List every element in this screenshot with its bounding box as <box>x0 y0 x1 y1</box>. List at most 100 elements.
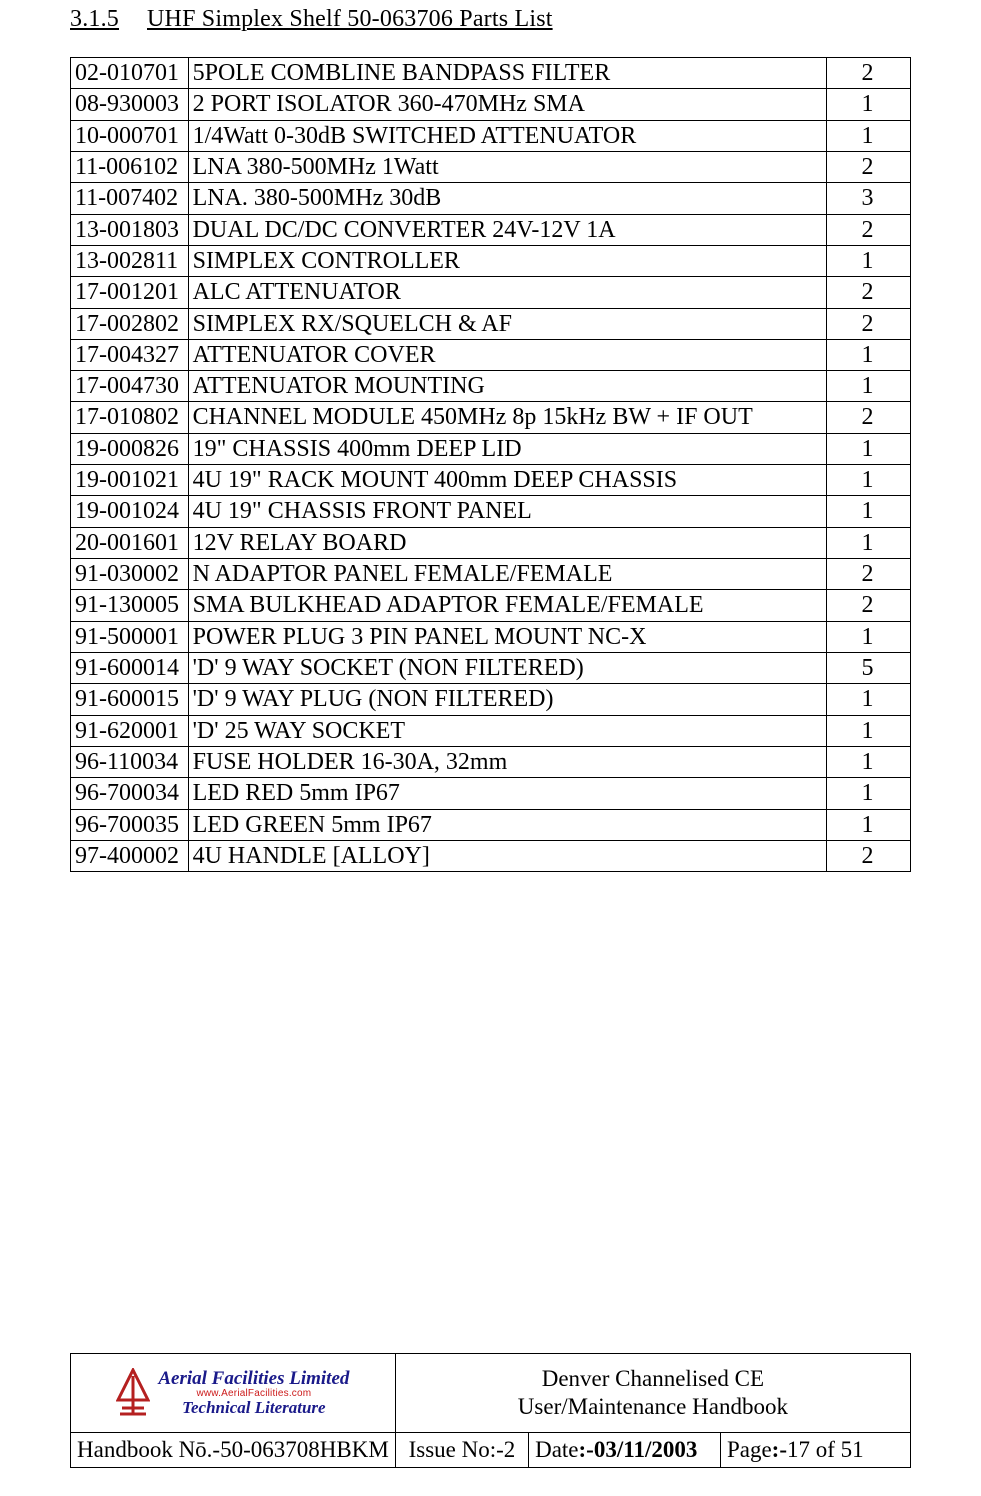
part-description: 4U HANDLE [ALLOY] <box>188 840 826 871</box>
part-description: LNA 380-500MHz 1Watt <box>188 151 826 182</box>
date-label: Date <box>535 1437 578 1462</box>
table-row: 97-4000024U HANDLE [ALLOY]2 <box>71 840 911 871</box>
table-row: 11-007402LNA. 380-500MHz 30dB3 <box>71 183 911 214</box>
part-qty: 1 <box>826 465 910 496</box>
table-row: 17-004327ATTENUATOR COVER1 <box>71 339 911 370</box>
table-row: 13-001803DUAL DC/DC CONVERTER 24V-12V 1A… <box>71 214 911 245</box>
part-number: 96-700035 <box>71 809 189 840</box>
footer-page-cell: Page:-17 of 51 <box>720 1433 910 1468</box>
part-number: 11-007402 <box>71 183 189 214</box>
footer-handbook-cell: Handbook Nō.-50-063708HBKM <box>71 1433 396 1468</box>
part-description: 'D' 9 WAY PLUG (NON FILTERED) <box>188 684 826 715</box>
table-row: 08-9300032 PORT ISOLATOR 360-470MHz SMA1 <box>71 89 911 120</box>
part-qty: 1 <box>826 496 910 527</box>
table-row: 11-006102LNA 380-500MHz 1Watt2 <box>71 151 911 182</box>
logo-company-name: Aerial Facilities Limited <box>158 1369 349 1389</box>
part-number: 02-010701 <box>71 58 189 89</box>
part-description: 'D' 9 WAY SOCKET (NON FILTERED) <box>188 652 826 683</box>
company-logo-icon <box>116 1368 150 1418</box>
table-row: 17-001201ALC ATTENUATOR2 <box>71 277 911 308</box>
part-qty: 2 <box>826 308 910 339</box>
table-row: 13-002811SIMPLEX CONTROLLER1 <box>71 245 911 276</box>
table-row: 19-0010244U 19" CHASSIS FRONT PANEL1 <box>71 496 911 527</box>
part-number: 91-620001 <box>71 715 189 746</box>
part-number: 17-010802 <box>71 402 189 433</box>
table-row: 96-700034LED RED 5mm IP671 <box>71 778 911 809</box>
table-row: 19-00082619" CHASSIS 400mm DEEP LID1 <box>71 433 911 464</box>
part-qty: 5 <box>826 652 910 683</box>
part-qty: 1 <box>826 715 910 746</box>
table-row: 91-130005SMA BULKHEAD ADAPTOR FEMALE/FEM… <box>71 590 911 621</box>
part-number: 17-004327 <box>71 339 189 370</box>
part-description: FUSE HOLDER 16-30A, 32mm <box>188 746 826 777</box>
part-number: 10-000701 <box>71 120 189 151</box>
part-qty: 2 <box>826 590 910 621</box>
part-description: 5POLE COMBLINE BANDPASS FILTER <box>188 58 826 89</box>
table-row: 91-600015'D' 9 WAY PLUG (NON FILTERED)1 <box>71 684 911 715</box>
part-number: 97-400002 <box>71 840 189 871</box>
part-description: 4U 19" CHASSIS FRONT PANEL <box>188 496 826 527</box>
part-description: ATTENUATOR MOUNTING <box>188 371 826 402</box>
section-heading: 3.1.5UHF Simplex Shelf 50-063706 Parts L… <box>70 6 911 33</box>
part-description: LED RED 5mm IP67 <box>188 778 826 809</box>
part-number: 20-001601 <box>71 527 189 558</box>
part-number: 17-001201 <box>71 277 189 308</box>
part-number: 96-700034 <box>71 778 189 809</box>
part-qty: 1 <box>826 778 910 809</box>
part-number: 96-110034 <box>71 746 189 777</box>
part-description: 'D' 25 WAY SOCKET <box>188 715 826 746</box>
handbook-label: Handbook Nō.- <box>77 1437 220 1462</box>
part-number: 19-001021 <box>71 465 189 496</box>
part-qty: 1 <box>826 89 910 120</box>
part-number: 08-930003 <box>71 89 189 120</box>
table-row: 96-700035LED GREEN 5mm IP671 <box>71 809 911 840</box>
part-qty: 1 <box>826 684 910 715</box>
part-qty: 1 <box>826 120 910 151</box>
part-qty: 3 <box>826 183 910 214</box>
part-description: POWER PLUG 3 PIN PANEL MOUNT NC-X <box>188 621 826 652</box>
table-row: 91-600014'D' 9 WAY SOCKET (NON FILTERED)… <box>71 652 911 683</box>
part-description: SIMPLEX CONTROLLER <box>188 245 826 276</box>
part-description: SIMPLEX RX/SQUELCH & AF <box>188 308 826 339</box>
page-footer: Aerial Facilities Limited www.AerialFaci… <box>70 1353 911 1468</box>
part-qty: 1 <box>826 339 910 370</box>
page-label: Page <box>727 1437 772 1462</box>
issue-value: 2 <box>504 1437 516 1462</box>
issue-label: Issue No:- <box>409 1437 504 1462</box>
part-number: 11-006102 <box>71 151 189 182</box>
table-row: 20-00160112V RELAY BOARD1 <box>71 527 911 558</box>
part-qty: 1 <box>826 433 910 464</box>
part-description: 2 PORT ISOLATOR 360-470MHz SMA <box>188 89 826 120</box>
part-description: LED GREEN 5mm IP67 <box>188 809 826 840</box>
part-description: CHANNEL MODULE 450MHz 8p 15kHz BW + IF O… <box>188 402 826 433</box>
table-row: 17-010802CHANNEL MODULE 450MHz 8p 15kHz … <box>71 402 911 433</box>
part-number: 91-600015 <box>71 684 189 715</box>
footer-doc-title: Denver Channelised CE User/Maintenance H… <box>395 1354 910 1433</box>
part-number: 91-600014 <box>71 652 189 683</box>
part-description: N ADAPTOR PANEL FEMALE/FEMALE <box>188 559 826 590</box>
table-row: 02-0107015POLE COMBLINE BANDPASS FILTER2 <box>71 58 911 89</box>
page-value: 17 of 51 <box>787 1437 864 1462</box>
table-row: 10-0007011/4Watt 0-30dB SWITCHED ATTENUA… <box>71 120 911 151</box>
part-number: 19-000826 <box>71 433 189 464</box>
part-number: 91-030002 <box>71 559 189 590</box>
part-qty: 1 <box>826 621 910 652</box>
table-row: 91-500001POWER PLUG 3 PIN PANEL MOUNT NC… <box>71 621 911 652</box>
doc-title-line2: User/Maintenance Handbook <box>518 1394 788 1419</box>
date-sep: :- <box>579 1437 594 1462</box>
table-row: 17-002802SIMPLEX RX/SQUELCH & AF2 <box>71 308 911 339</box>
part-description: 12V RELAY BOARD <box>188 527 826 558</box>
parts-list-table: 02-0107015POLE COMBLINE BANDPASS FILTER2… <box>70 57 911 872</box>
logo-subtitle: Technical Literature <box>158 1399 349 1417</box>
table-row: 19-0010214U 19" RACK MOUNT 400mm DEEP CH… <box>71 465 911 496</box>
footer-date-cell: Date:-03/11/2003 <box>529 1433 721 1468</box>
part-number: 13-001803 <box>71 214 189 245</box>
part-qty: 1 <box>826 527 910 558</box>
part-number: 17-002802 <box>71 308 189 339</box>
page-sep: :- <box>772 1437 787 1462</box>
part-description: LNA. 380-500MHz 30dB <box>188 183 826 214</box>
table-row: 91-620001'D' 25 WAY SOCKET1 <box>71 715 911 746</box>
part-description: DUAL DC/DC CONVERTER 24V-12V 1A <box>188 214 826 245</box>
table-row: 17-004730ATTENUATOR MOUNTING1 <box>71 371 911 402</box>
part-qty: 2 <box>826 214 910 245</box>
